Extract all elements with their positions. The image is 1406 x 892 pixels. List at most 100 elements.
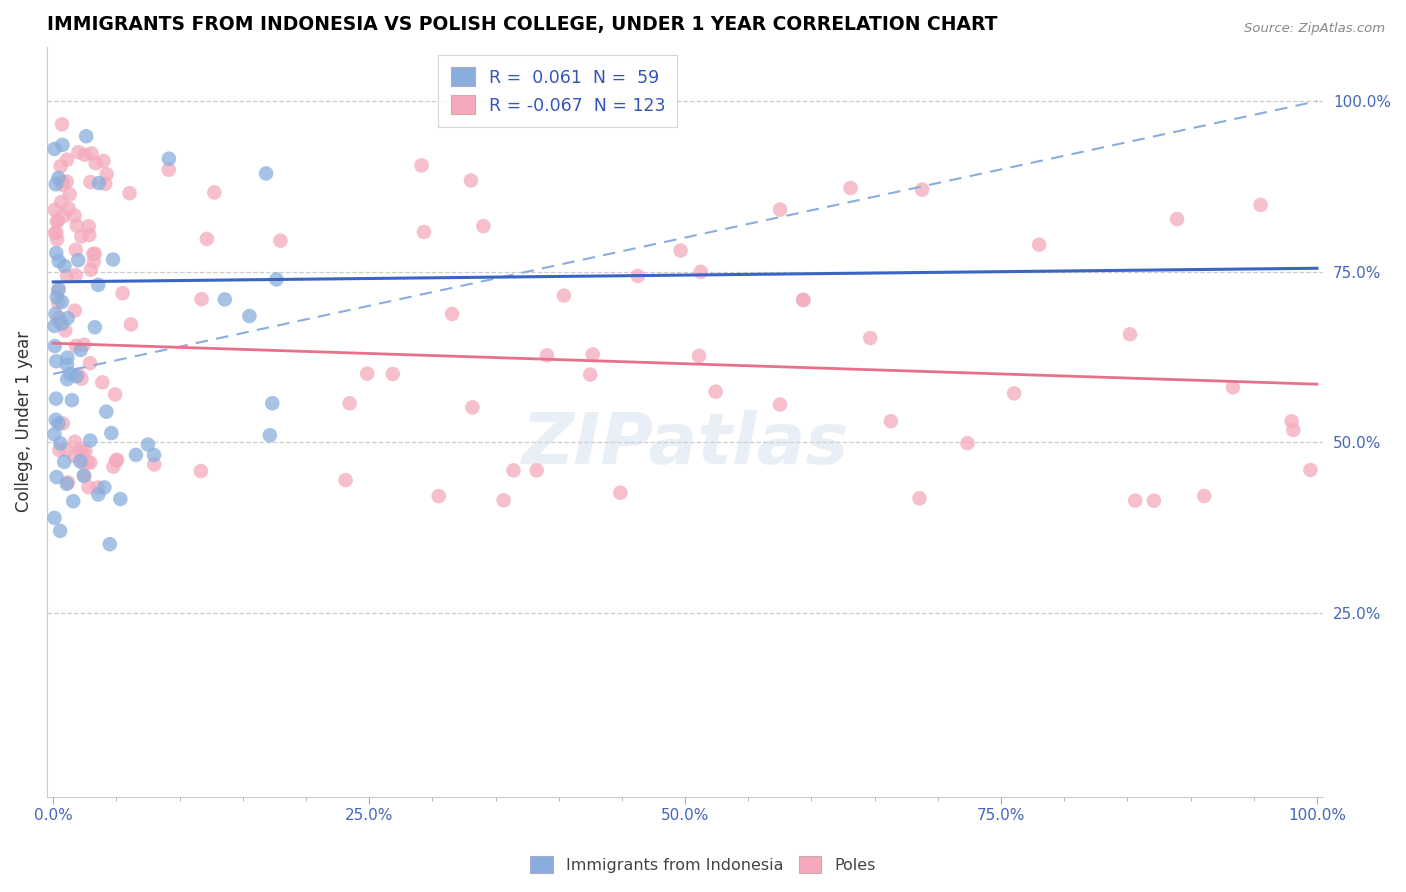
Point xyxy=(77,480,100,494)
Point xyxy=(79,227,101,242)
Point xyxy=(80,262,103,277)
Point xyxy=(75,443,97,458)
Point xyxy=(79,356,101,370)
Point xyxy=(125,448,148,462)
Point xyxy=(769,398,792,412)
Point xyxy=(79,434,101,448)
Point xyxy=(56,476,79,491)
Point xyxy=(53,455,76,469)
Point xyxy=(46,232,69,246)
Point xyxy=(136,437,159,451)
Point xyxy=(190,292,212,306)
Point xyxy=(502,463,524,477)
Point xyxy=(52,209,75,223)
Point xyxy=(73,469,96,483)
Point xyxy=(120,318,142,332)
Point xyxy=(688,349,710,363)
Point xyxy=(105,454,128,468)
Point xyxy=(80,146,103,161)
Point xyxy=(65,268,87,283)
Point xyxy=(70,229,93,244)
Point xyxy=(70,372,93,386)
Point xyxy=(91,376,114,390)
Point xyxy=(56,475,79,490)
Point xyxy=(56,358,79,372)
Point xyxy=(911,183,934,197)
Point xyxy=(56,311,79,326)
Point xyxy=(440,307,463,321)
Point xyxy=(59,187,82,202)
Point xyxy=(859,331,882,345)
Point xyxy=(87,277,110,292)
Point xyxy=(69,454,91,468)
Point xyxy=(44,142,66,156)
Point xyxy=(339,396,361,410)
Point xyxy=(190,464,212,478)
Point xyxy=(65,369,87,384)
Point xyxy=(202,186,225,200)
Point xyxy=(60,393,83,408)
Point xyxy=(1299,463,1322,477)
Point xyxy=(69,443,91,458)
Point xyxy=(59,367,82,381)
Point xyxy=(1028,237,1050,252)
Point xyxy=(1192,489,1215,503)
Point xyxy=(536,348,558,362)
Point xyxy=(956,436,979,450)
Point xyxy=(582,347,605,361)
Point xyxy=(908,491,931,506)
Point xyxy=(45,392,67,406)
Point xyxy=(83,320,105,334)
Point xyxy=(87,176,110,190)
Point xyxy=(45,226,67,240)
Legend: R =  0.061  N =  59, R = -0.067  N = 123: R = 0.061 N = 59, R = -0.067 N = 123 xyxy=(439,55,678,127)
Point xyxy=(82,247,104,261)
Point xyxy=(45,214,67,228)
Point xyxy=(1281,414,1303,428)
Point xyxy=(83,255,105,269)
Point xyxy=(411,158,433,172)
Point xyxy=(627,268,650,283)
Point xyxy=(1222,380,1244,394)
Point xyxy=(66,219,89,233)
Point xyxy=(792,293,814,307)
Point xyxy=(100,426,122,441)
Point xyxy=(52,417,75,431)
Point xyxy=(118,186,141,201)
Point xyxy=(1282,423,1305,437)
Point xyxy=(96,405,118,419)
Point xyxy=(472,219,495,233)
Point xyxy=(56,268,79,283)
Point xyxy=(67,253,90,268)
Point xyxy=(238,309,260,323)
Point xyxy=(103,459,125,474)
Point xyxy=(87,487,110,501)
Point xyxy=(143,458,166,472)
Point xyxy=(98,537,121,551)
Text: ZIPatlas: ZIPatlas xyxy=(522,409,849,479)
Point xyxy=(266,272,288,286)
Point xyxy=(689,265,711,279)
Point xyxy=(214,293,236,307)
Point xyxy=(67,368,90,382)
Point xyxy=(62,494,84,508)
Point xyxy=(93,154,115,169)
Point xyxy=(72,446,94,460)
Point xyxy=(79,175,101,189)
Point xyxy=(69,343,91,357)
Point xyxy=(104,387,127,401)
Point xyxy=(1250,198,1272,212)
Point xyxy=(72,456,94,470)
Point xyxy=(769,202,792,217)
Point xyxy=(76,455,98,469)
Point xyxy=(56,351,79,365)
Point xyxy=(269,234,291,248)
Point xyxy=(52,178,75,192)
Point xyxy=(1166,212,1188,227)
Point xyxy=(579,368,602,382)
Point xyxy=(46,214,69,228)
Point xyxy=(67,145,90,160)
Point xyxy=(669,244,692,258)
Point xyxy=(262,396,284,410)
Point xyxy=(1119,327,1142,342)
